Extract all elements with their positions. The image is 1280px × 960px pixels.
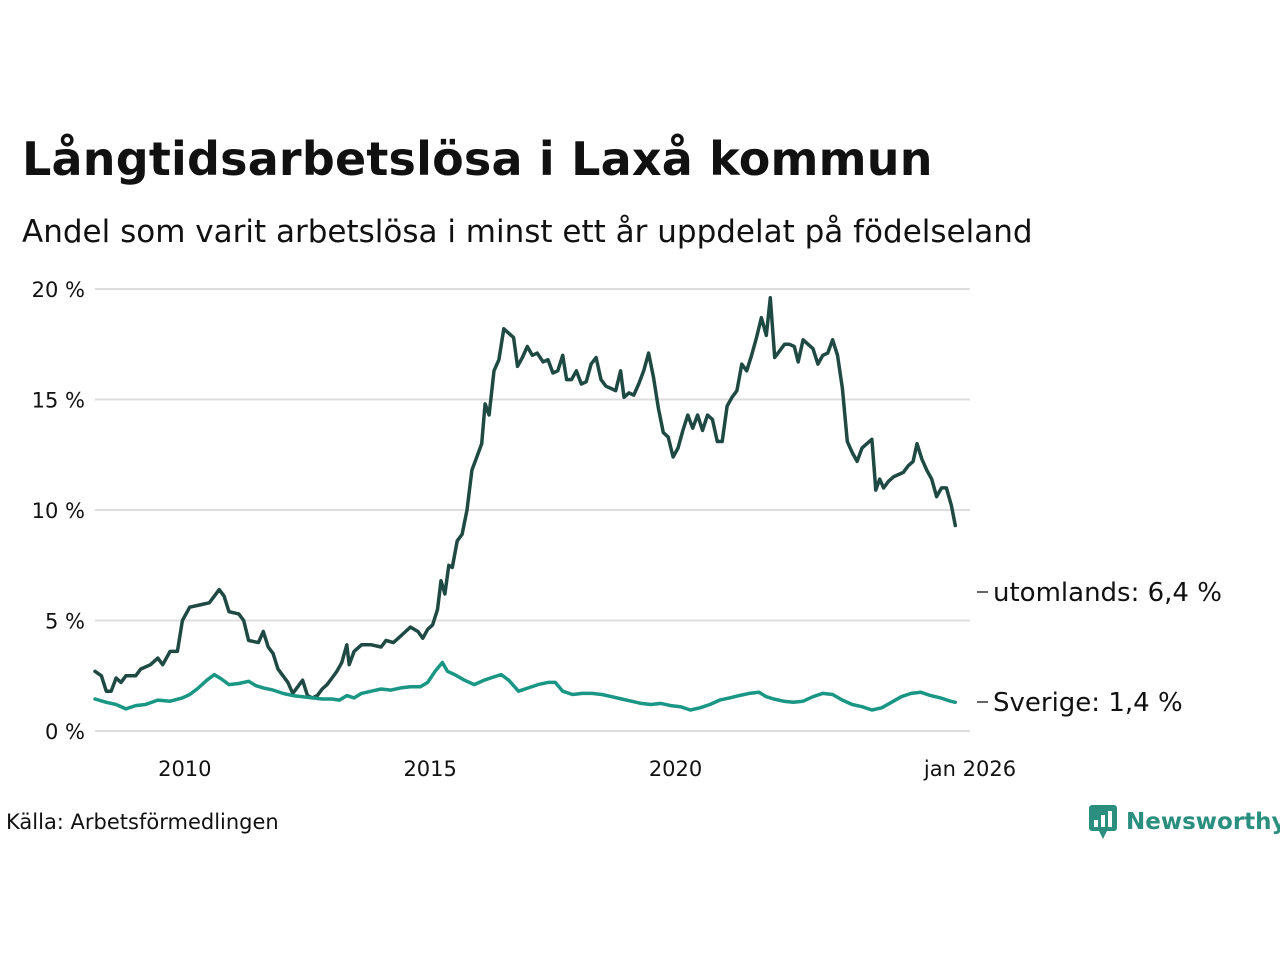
end-label-utomlands: utomlands: 6,4 % — [993, 578, 1222, 608]
series-lines — [93, 296, 958, 712]
y-tick-label: 0 % — [45, 720, 85, 744]
y-tick-label: 20 % — [32, 278, 85, 302]
grid-lines — [95, 288, 970, 732]
newsworthy-logo: Newsworthy — [1088, 804, 1280, 840]
series-line-utomlands — [93, 296, 958, 700]
brand-name: Newsworthy — [1126, 809, 1280, 835]
x-tick-label: 2010 — [158, 757, 211, 781]
x-tick-label: jan 2026 — [923, 757, 1016, 781]
end-labels: utomlands: 6,4 % Sverige: 1,4 % — [977, 578, 1222, 718]
y-tick-label: 5 % — [45, 610, 85, 634]
y-axis-ticks: 0 % 5 % 10 % 15 % 20 % — [32, 278, 85, 744]
page-subtitle: Andel som varit arbetslösa i minst ett å… — [22, 214, 1033, 250]
newsworthy-logo-icon — [1089, 805, 1117, 839]
end-label-sverige: Sverige: 1,4 % — [993, 688, 1183, 718]
source-note: Källa: Arbetsförmedlingen — [6, 810, 279, 834]
x-tick-label: 2020 — [649, 757, 702, 781]
y-tick-label: 15 % — [32, 389, 85, 413]
series-line-sverige — [93, 660, 958, 712]
x-tick-label: 2015 — [403, 757, 456, 781]
x-axis-ticks: 2010 2015 2020 jan 2026 — [158, 757, 1016, 781]
y-tick-label: 10 % — [32, 499, 85, 523]
page-title: Långtidsarbetslösa i Laxå kommun — [22, 132, 933, 186]
